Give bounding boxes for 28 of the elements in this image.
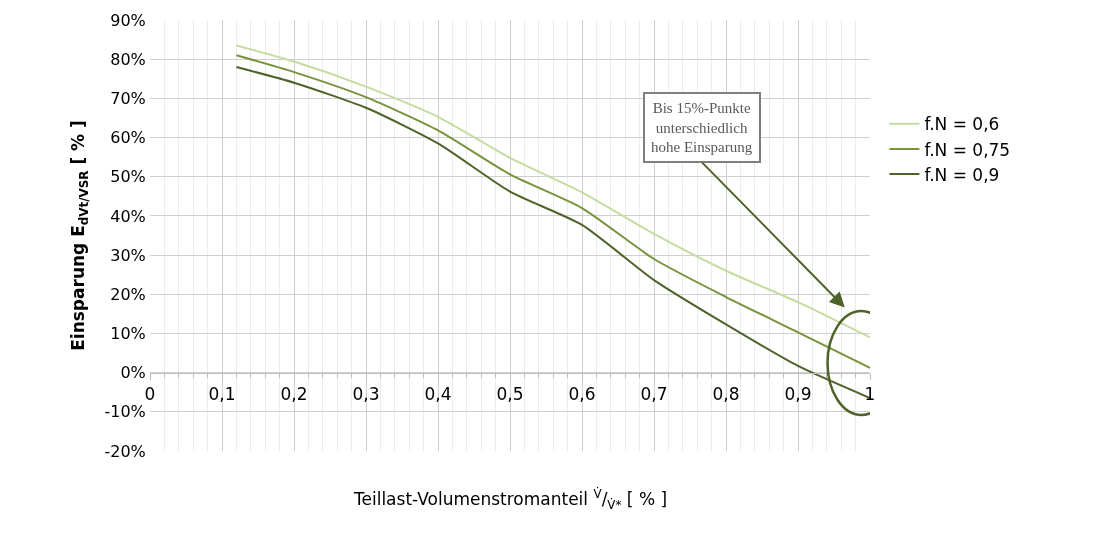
x-tick-label: 0,9 [784,384,812,405]
y-tick-label: 0% [120,363,146,383]
x-tick-label: 0,5 [496,384,524,405]
y-tick-label: 70% [110,88,146,108]
legend-label: f.N = 0,75 [924,139,1011,160]
y-tick-label: 10% [110,324,146,344]
annotation: Bis 15%-Punkte unterschiedlich hohe Einsparung [651,100,753,155]
x-tick-label: 0,4 [424,384,452,405]
legend-label: f.N = 0,9 [924,164,1000,185]
x-tick-label: 0,2 [280,384,308,405]
y-tick-label: 80% [110,49,146,69]
x-tick-label: 0,8 [712,384,740,405]
x-tick-label: 0,1 [208,384,236,405]
x-tick-label: 0,6 [568,384,596,405]
y-tick-label: 60% [110,128,146,148]
x-axis-title: Teillast-Volumenstromanteil $^{V̇}$/$_{V̇*}$ [ % ] [353,487,668,512]
y-tick-label: 90% [110,10,146,30]
x-tick-label: 0,3 [352,384,380,405]
y-tick-label: -20% [104,441,146,461]
x-tick-label: 0 [144,384,156,405]
y-tick-label: -10% [104,402,146,422]
x-tick-label: 1 [864,384,876,405]
y-tick-label: 30% [110,245,146,265]
x-tick-label: 0,7 [640,384,668,405]
y-tick-label: 40% [110,206,146,226]
legend-label: f.N = 0,6 [924,114,1000,135]
y-tick-label: 20% [110,284,146,304]
y-tick-label: 50% [110,167,146,187]
